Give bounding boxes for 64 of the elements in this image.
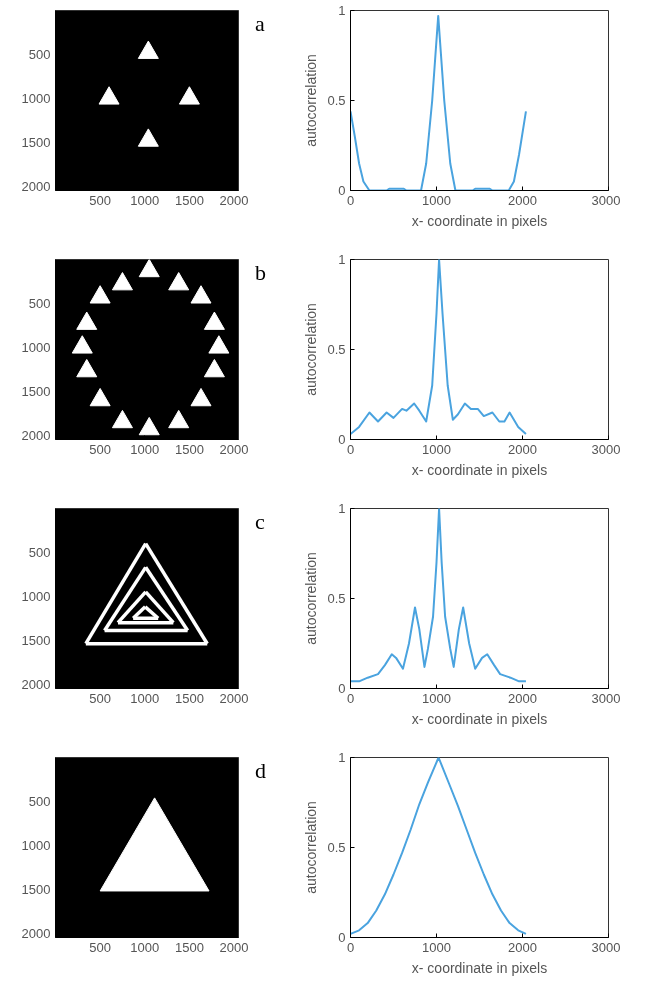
text: a (255, 10, 265, 38)
x-tick-label: 1000 (422, 441, 451, 457)
x-tick-label: 1000 (422, 939, 451, 955)
y-tick-label: 0.5 (327, 93, 346, 108)
y-tick-label: 1500 (21, 881, 51, 897)
y-tick-label: 2000 (21, 178, 51, 194)
y-tick-label: 1 (338, 750, 346, 765)
x-tick-label: 1000 (422, 690, 451, 706)
x-tick-label: 1500 (174, 441, 204, 457)
x-tick-label: 1500 (174, 939, 204, 955)
y-tick-label: 1 (338, 3, 346, 18)
x-tick-label: 2000 (219, 690, 249, 706)
x-tick-label: 2000 (508, 192, 537, 208)
x-tick-label: 2000 (219, 441, 249, 457)
y-tick-label: 500 (28, 793, 51, 809)
x-tick-label: 500 (89, 441, 111, 457)
y-tick-label: 1 (338, 252, 346, 267)
x-tick-label: 1000 (130, 192, 160, 208)
x-tick-label: 500 (89, 939, 111, 955)
x-tick-label: 3000 (591, 441, 621, 457)
x-tick-label: 1000 (422, 192, 451, 208)
x-tick-label: 2000 (508, 939, 537, 955)
x-axis-title: x- coordinate in pixels (411, 461, 548, 478)
x-tick-label: 3000 (591, 690, 621, 706)
y-axis-title: autocorrelation (303, 54, 320, 147)
text: c (255, 508, 265, 536)
y-tick-label: 500 (28, 295, 51, 311)
y-axis-title: autocorrelation (303, 303, 320, 396)
y-tick-label: 0.5 (327, 840, 346, 855)
x-tick-label: 3000 (591, 192, 621, 208)
y-tick-label: 1000 (21, 339, 51, 355)
x-tick-label: 2000 (508, 441, 537, 457)
x-tick-label: 2000 (219, 939, 249, 955)
x-tick-label: 1000 (130, 441, 160, 457)
x-axis-title: x- coordinate in pixels (411, 959, 548, 976)
x-tick-label: 1000 (130, 690, 160, 706)
y-tick-label: 1000 (21, 588, 51, 604)
y-tick-label: 2000 (21, 676, 51, 692)
y-tick-label: 2000 (21, 925, 51, 941)
y-tick-label: 1000 (21, 837, 51, 853)
y-tick-label: 2000 (21, 427, 51, 443)
y-tick-label: 1500 (21, 383, 51, 399)
y-tick-label: 0.5 (327, 342, 346, 357)
text: b (255, 259, 266, 287)
y-tick-label: 500 (28, 46, 51, 62)
y-axis-title: autocorrelation (303, 552, 320, 645)
x-tick-label: 1500 (174, 192, 204, 208)
y-tick-label: 1500 (21, 632, 51, 648)
y-tick-label: 1000 (21, 90, 51, 106)
x-tick-label: 500 (89, 690, 111, 706)
text: d (255, 757, 266, 785)
x-tick-label: 2000 (508, 690, 537, 706)
y-tick-label: 1500 (21, 134, 51, 150)
x-tick-label: 1500 (174, 690, 204, 706)
y-axis-title: autocorrelation (303, 801, 320, 894)
x-axis-title: x- coordinate in pixels (411, 212, 548, 229)
y-tick-label: 0.5 (327, 591, 346, 606)
x-axis-title: x- coordinate in pixels (411, 710, 548, 727)
y-tick-label: 500 (28, 544, 51, 560)
x-tick-label: 500 (89, 192, 111, 208)
x-tick-label: 1000 (130, 939, 160, 955)
y-tick-label: 1 (338, 501, 346, 516)
x-tick-label: 2000 (219, 192, 249, 208)
x-tick-label: 3000 (591, 939, 621, 955)
